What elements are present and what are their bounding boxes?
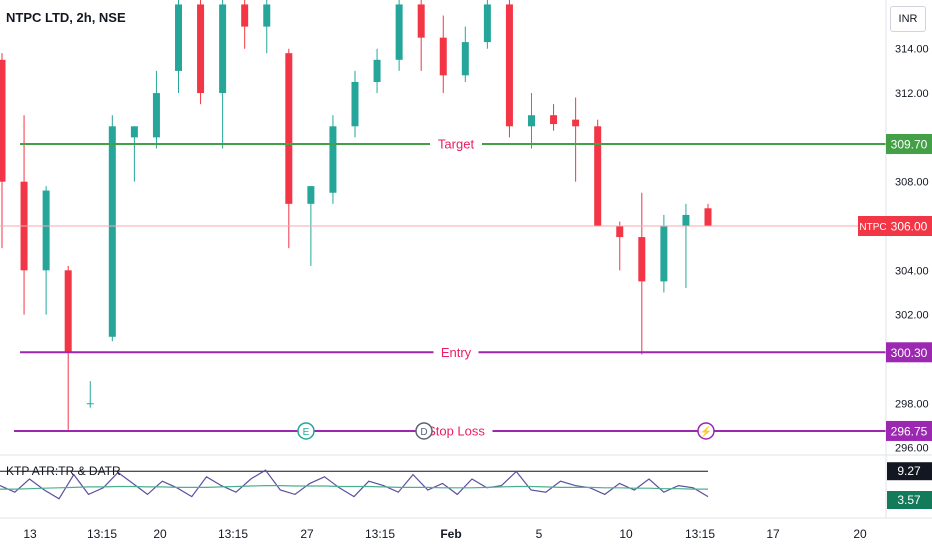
candle-body bbox=[152, 93, 160, 138]
y-tick-label: 312.00 bbox=[895, 88, 929, 100]
level-price-tag bbox=[886, 342, 932, 363]
candle-body bbox=[373, 59, 381, 82]
x-tick-label: 10 bbox=[619, 527, 633, 541]
candle-body bbox=[528, 115, 535, 127]
candle-body bbox=[307, 186, 315, 204]
candle-body bbox=[461, 42, 469, 76]
candle-body bbox=[660, 226, 668, 282]
ind-value-tag bbox=[887, 491, 932, 509]
x-tick-label: 27 bbox=[300, 527, 314, 541]
time-axis: 13 13:15 20 13:15 27 13:15 Feb 5 10 13:15 17 20 bbox=[0, 517, 932, 541]
candle-body bbox=[64, 270, 72, 353]
level-price-tag-label: 296.75 bbox=[891, 424, 928, 438]
y-tick-label: 304.00 bbox=[895, 265, 929, 277]
level-price-tag bbox=[886, 420, 932, 441]
candle-body bbox=[86, 403, 94, 405]
level-label-bg bbox=[419, 421, 493, 440]
candle-body bbox=[219, 4, 227, 94]
symbol-tag bbox=[858, 216, 888, 236]
candle-body bbox=[329, 126, 337, 193]
candle-body bbox=[704, 208, 712, 226]
event-marker-label: D bbox=[420, 427, 427, 438]
x-tick-label: 20 bbox=[853, 527, 867, 541]
level-price-tag-label: 309.70 bbox=[891, 138, 928, 152]
candle-body bbox=[351, 81, 359, 127]
candle-body bbox=[197, 4, 205, 94]
dividend-marker bbox=[415, 422, 433, 440]
candle-body bbox=[417, 4, 425, 38]
candle-body bbox=[505, 4, 513, 127]
x-tick-label: 13:15 bbox=[685, 527, 715, 541]
candle-body bbox=[483, 4, 491, 43]
level-label: Stop Loss bbox=[427, 423, 485, 438]
level-label-bg bbox=[433, 343, 479, 362]
candle-body bbox=[285, 53, 293, 204]
x-tick-label: 13:15 bbox=[87, 527, 117, 541]
candle-body bbox=[638, 237, 646, 282]
candle-body bbox=[572, 119, 580, 127]
last-price-tag-label: 306.00 bbox=[891, 220, 928, 234]
x-tick-label: 20 bbox=[153, 527, 167, 541]
indicator-pane: 9.27 3.57 bbox=[0, 462, 932, 509]
symbol-tag-label: NTPC bbox=[859, 222, 886, 233]
y-tick-label: 302.00 bbox=[895, 310, 929, 322]
x-tick-label: 13:15 bbox=[365, 527, 395, 541]
ind-value-tag-label: 3.57 bbox=[897, 493, 921, 507]
x-tick-label: 13:15 bbox=[218, 527, 248, 541]
level-lines: Target Entry Stop Loss bbox=[0, 135, 886, 440]
split-marker bbox=[697, 422, 715, 440]
y-tick-label: 308.00 bbox=[895, 177, 929, 189]
event-markers: E D ⚡ bbox=[297, 422, 715, 440]
y-tick-label: 314.00 bbox=[895, 44, 929, 56]
y-tick-label: 298.00 bbox=[895, 398, 929, 410]
y-tick-label: 296.00 bbox=[895, 443, 929, 455]
candle-body bbox=[263, 4, 271, 27]
candle-body bbox=[175, 4, 182, 71]
candle-body bbox=[616, 226, 624, 238]
level-price-tag bbox=[886, 134, 932, 155]
price-pane bbox=[0, 0, 932, 456]
candle-body bbox=[241, 4, 249, 27]
candle-body bbox=[594, 126, 602, 226]
level-label-bg bbox=[430, 135, 482, 154]
candle-body bbox=[108, 126, 116, 337]
event-marker-label: E bbox=[303, 427, 310, 438]
level-label: Entry bbox=[441, 345, 472, 360]
x-tick-label: 13 bbox=[23, 527, 37, 541]
x-tick-label: 17 bbox=[766, 527, 780, 541]
earnings-marker bbox=[297, 422, 315, 440]
indicator-title[interactable]: KTP ATR:TR & DATR bbox=[6, 464, 121, 478]
candle-body bbox=[395, 4, 403, 60]
currency-button[interactable]: INR bbox=[890, 6, 926, 32]
candle-body bbox=[439, 37, 447, 76]
event-marker-label: ⚡ bbox=[700, 425, 712, 438]
candle-body bbox=[0, 59, 6, 182]
last-price-tag bbox=[887, 216, 932, 236]
ind-value-tag-label: 9.27 bbox=[897, 464, 921, 478]
x-tick-label: Feb bbox=[440, 527, 461, 541]
price-axis: 296.00 298.00 302.00 304.00 308.00 312.00 314.… bbox=[858, 0, 932, 518]
candle-body bbox=[42, 190, 50, 271]
symbol-title[interactable]: NTPC LTD, 2h, NSE bbox=[6, 10, 126, 25]
ind-value-tag bbox=[887, 462, 932, 481]
datr-series-line bbox=[0, 485, 708, 490]
x-tick-label: 5 bbox=[536, 527, 543, 541]
candle-body bbox=[682, 214, 690, 226]
level-label: Target bbox=[438, 137, 475, 152]
level-price-tag-label: 300.30 bbox=[891, 346, 928, 360]
candle-body bbox=[130, 126, 138, 138]
candle-body bbox=[550, 115, 558, 125]
